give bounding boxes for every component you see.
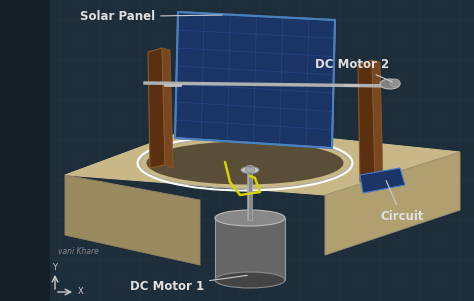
Text: DC Motor 1: DC Motor 1 xyxy=(130,275,247,293)
Ellipse shape xyxy=(215,272,285,288)
Text: vani Khare: vani Khare xyxy=(58,247,99,256)
Text: Solar Panel: Solar Panel xyxy=(80,10,222,23)
Text: Circuit: Circuit xyxy=(380,181,423,223)
Polygon shape xyxy=(162,48,173,168)
Ellipse shape xyxy=(245,167,255,172)
Polygon shape xyxy=(148,48,165,168)
Polygon shape xyxy=(65,125,460,195)
Ellipse shape xyxy=(215,210,285,226)
Text: X: X xyxy=(78,287,84,296)
Polygon shape xyxy=(175,12,335,148)
Polygon shape xyxy=(358,60,375,182)
Ellipse shape xyxy=(390,79,400,87)
Polygon shape xyxy=(372,60,383,180)
Ellipse shape xyxy=(380,79,400,89)
Ellipse shape xyxy=(241,166,259,173)
Polygon shape xyxy=(325,152,460,255)
Polygon shape xyxy=(360,168,405,193)
Polygon shape xyxy=(215,218,285,280)
Polygon shape xyxy=(0,0,50,301)
Text: Y: Y xyxy=(52,263,57,272)
Ellipse shape xyxy=(146,141,344,185)
Polygon shape xyxy=(65,175,200,265)
Text: DC Motor 2: DC Motor 2 xyxy=(315,58,392,82)
